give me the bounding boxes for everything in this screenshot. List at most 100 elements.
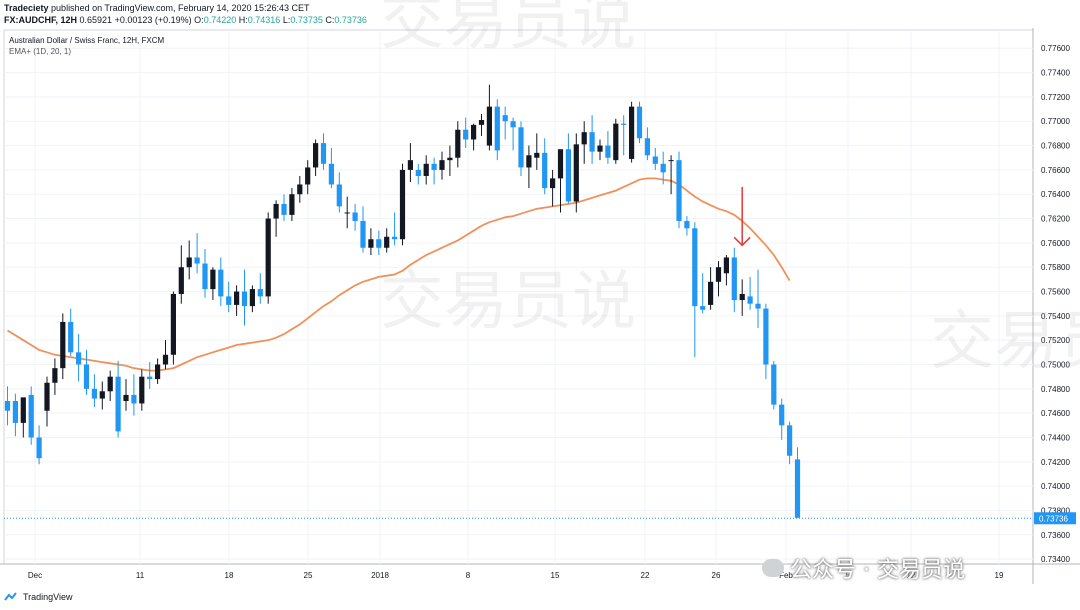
- candle-body: [162, 354, 169, 365]
- candle-body: [384, 236, 390, 248]
- candle-body: [779, 404, 785, 426]
- candle-body: [787, 425, 793, 456]
- publish-header: Tradeciety published on TradingView.com,…: [4, 2, 310, 14]
- candle-body: [68, 321, 74, 353]
- y-tick-label: 0.73800: [1041, 506, 1070, 515]
- candle-body: [573, 144, 579, 202]
- close-value: 0.73736: [334, 15, 367, 25]
- candle-body: [194, 257, 200, 264]
- candle-body: [36, 437, 42, 459]
- x-tick-label: 2018: [371, 571, 389, 580]
- x-tick-label: 5: [846, 571, 851, 580]
- candle-body: [478, 120, 485, 125]
- wechat-icon: [762, 559, 784, 577]
- y-tick-label: 0.76400: [1041, 190, 1070, 199]
- candle-body: [636, 106, 643, 139]
- open-value: 0.74220: [203, 15, 237, 25]
- tradingview-logo-icon: [4, 592, 17, 601]
- x-tick-label: Dec: [28, 571, 42, 580]
- candle-body: [52, 368, 58, 383]
- candle-body: [281, 203, 287, 215]
- x-tick-label: 22: [641, 571, 650, 580]
- price-chart[interactable]: 0.77600 0.77400 0.77200 0.77000 0.76800 0.766…: [0, 28, 1080, 584]
- candle-body: [107, 376, 113, 392]
- y-tick-label: 0.73600: [1041, 531, 1070, 540]
- high-value: 0.74316: [247, 15, 281, 25]
- candle-body: [368, 239, 374, 248]
- price-change: +0.00123 (+0.19%): [114, 15, 192, 25]
- y-tick-label: 0.75400: [1041, 312, 1070, 321]
- y-tick-label: 0.76800: [1041, 142, 1070, 151]
- candle-body: [652, 156, 658, 164]
- open-label: O:: [194, 15, 204, 25]
- candle-body: [763, 308, 769, 365]
- candle-body: [447, 157, 453, 161]
- candle-body: [28, 394, 34, 438]
- y-tick-label: 0.74800: [1041, 385, 1070, 394]
- y-tick-label: 0.77400: [1041, 69, 1070, 78]
- candle-body: [518, 127, 524, 168]
- symbol-info-line: FX:AUDCHF, 12H 0.65921 +0.00123 (+0.19%)…: [4, 14, 367, 26]
- chart-legend-indicator: EMA+ (1D, 20, 1): [9, 47, 72, 56]
- annotation-arrow-head: [733, 236, 751, 247]
- x-tick-label: 19: [995, 571, 1004, 580]
- published-text: published on TradingView.com, February 1…: [51, 3, 310, 13]
- last-price: 0.65921: [79, 15, 113, 25]
- candle-body: [170, 293, 176, 355]
- candle-body: [621, 123, 627, 125]
- candle-body: [313, 143, 319, 168]
- y-tick-label: 0.76200: [1041, 215, 1070, 224]
- candle-body: [708, 281, 714, 305]
- candle-body: [76, 352, 82, 365]
- y-tick-label: 0.77200: [1041, 93, 1070, 102]
- candle-body: [644, 138, 650, 156]
- y-tick-label: 0.75000: [1041, 361, 1070, 370]
- footer-brand[interactable]: TradingView: [4, 592, 73, 602]
- candle-body: [360, 220, 366, 248]
- candle-body: [557, 149, 564, 179]
- candle-body: [700, 306, 706, 310]
- x-tick-label: 11: [136, 571, 145, 580]
- candle-body: [407, 160, 413, 170]
- y-tick-label: 0.74000: [1041, 482, 1070, 491]
- candle-body: [723, 257, 729, 274]
- candle-body: [392, 236, 398, 240]
- candle-body: [486, 106, 492, 146]
- symbol-name: FX:AUDCHF, 12H: [4, 15, 78, 25]
- candle-body: [376, 239, 382, 248]
- candle-body: [565, 149, 571, 202]
- candle-body: [60, 321, 66, 369]
- candle-body: [20, 397, 26, 423]
- y-tick-label: 0.76000: [1041, 239, 1070, 248]
- candle-body: [297, 184, 303, 195]
- candle-body: [668, 160, 674, 162]
- candle-body: [629, 106, 635, 159]
- y-tick-label: 0.75800: [1041, 263, 1070, 272]
- publisher-name: Tradeciety: [4, 3, 49, 13]
- low-label: L:: [282, 15, 291, 25]
- candle-body: [794, 459, 801, 518]
- y-tick-label: 0.73400: [1041, 555, 1070, 564]
- candle-body: [115, 376, 121, 432]
- candle-body: [439, 160, 445, 170]
- candle-body: [747, 296, 753, 304]
- wechat-watermark: 公众号 · 交易员说: [762, 552, 965, 584]
- x-tick-label: 26: [712, 571, 721, 580]
- candle-body: [131, 394, 137, 404]
- candle-body: [44, 382, 50, 411]
- candle-body: [289, 194, 295, 215]
- candle-body: [257, 289, 263, 297]
- candle-body: [502, 115, 508, 122]
- y-tick-label: 0.74600: [1041, 409, 1070, 418]
- candle-body: [320, 143, 327, 164]
- candle-body: [210, 269, 216, 290]
- candle-body: [605, 145, 611, 158]
- candle-body: [139, 376, 145, 404]
- candle-body: [739, 293, 745, 301]
- candle-body: [218, 269, 224, 297]
- y-tick-label: 0.77600: [1041, 44, 1070, 53]
- candle-body: [336, 184, 342, 207]
- candle-body: [589, 132, 595, 152]
- candle-body: [241, 291, 248, 307]
- y-tick-label: 0.74400: [1041, 433, 1070, 442]
